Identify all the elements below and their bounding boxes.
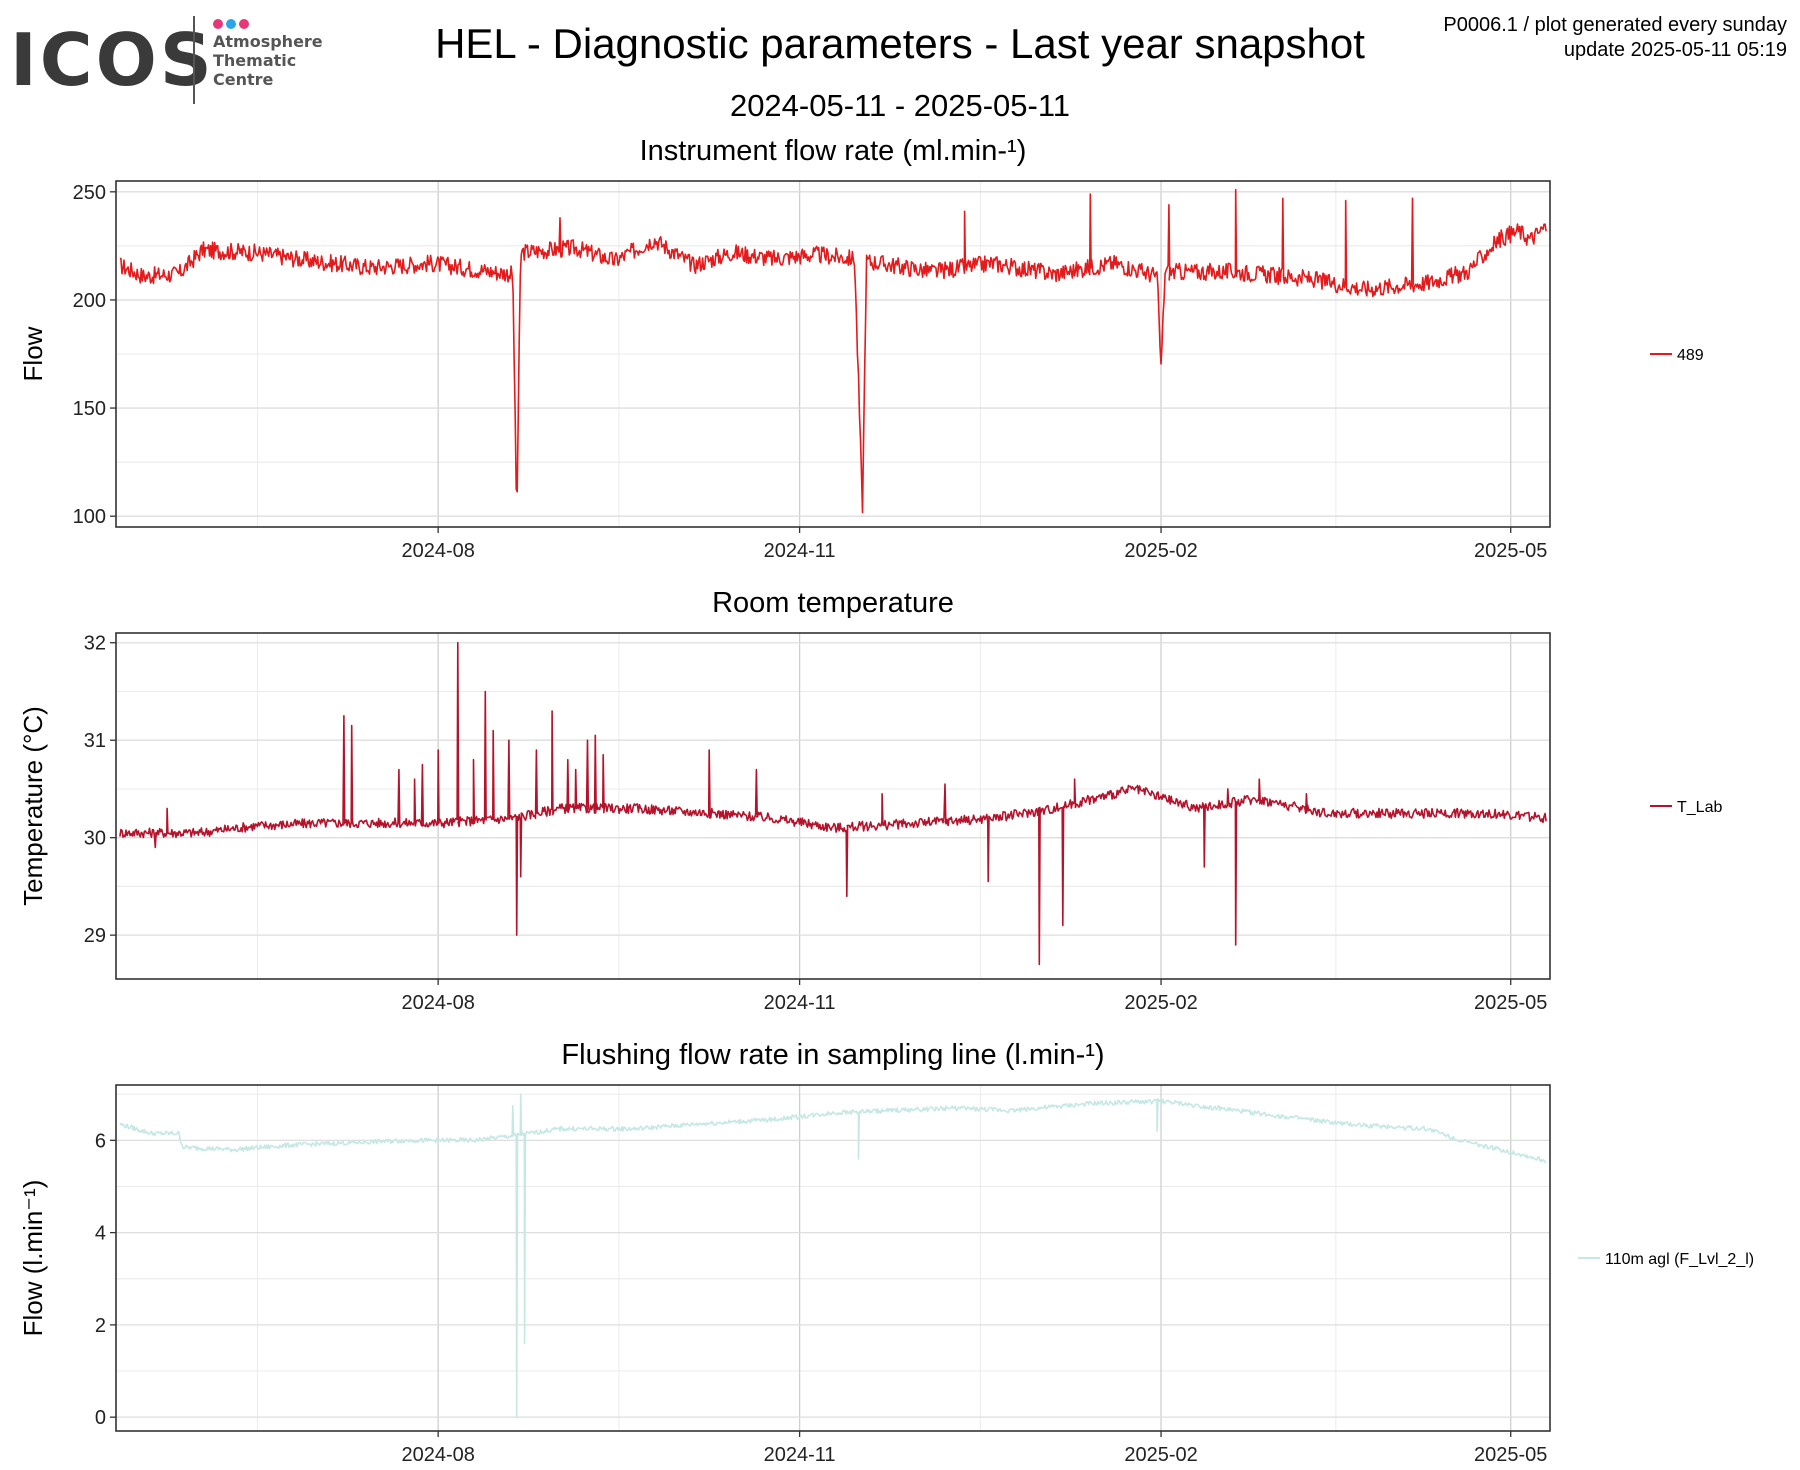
legend-label: 489 — [1677, 347, 1704, 364]
x-tick-label: 2024-11 — [764, 540, 836, 562]
y-tick-label: 32 — [84, 633, 106, 655]
chart-title: Instrument flow rate (ml.min-¹) — [640, 135, 1027, 167]
y-tick-label: 30 — [84, 828, 106, 850]
date-range: 2024-05-11 - 2025-05-11 — [729, 88, 1071, 123]
x-tick-label: 2024-11 — [764, 992, 836, 1014]
legend-label: 110m agl (F_Lvl_2_l) — [1605, 1251, 1754, 1268]
plot-id-line: P0006.1 / plot generated every sunday — [1443, 14, 1787, 36]
logo-line: Centre — [213, 70, 274, 89]
y-tick-label: 100 — [73, 506, 106, 528]
chart-panel: 110m agl (F_Lvl_2_l) 0 2 4 6 2024-08 2024-11 20… — [18, 1039, 1754, 1466]
y-axis-label: Flow (l.min⁻¹) — [18, 1180, 48, 1337]
series-line — [119, 641, 1547, 966]
x-tick-label: 2025-02 — [1124, 1444, 1197, 1466]
icos-logo: ICOS Atmosphere Thematic Centre — [10, 16, 340, 106]
update-line: update 2025-05-11 05:19 — [1563, 39, 1787, 61]
page-title: HEL - Diagnostic parameters - Last year … — [435, 20, 1365, 67]
logo-subtitle: Atmosphere Thematic Centre — [213, 32, 323, 89]
x-tick-label: 2025-02 — [1124, 992, 1197, 1014]
series-line — [119, 1093, 1547, 1418]
logo-line: Thematic — [213, 51, 297, 70]
logo-dot — [226, 19, 236, 29]
y-axis-label: Flow — [18, 326, 48, 381]
legend-label: T_Lab — [1677, 799, 1722, 816]
y-axis-label: Temperature (°C) — [18, 706, 48, 906]
y-tick-label: 0 — [95, 1407, 106, 1429]
y-tick-label: 150 — [73, 398, 106, 420]
panel-border — [115, 632, 1551, 980]
y-tick-label: 6 — [95, 1130, 106, 1152]
plot-meta: P0006.1 / plot generated every sunday up… — [1443, 13, 1787, 63]
x-tick-label: 2024-11 — [764, 1444, 836, 1466]
logo-divider — [193, 16, 195, 104]
chart-title: Room temperature — [712, 587, 954, 619]
logo-wordmark: ICOS — [10, 18, 215, 102]
x-tick-label: 2025-05 — [1474, 540, 1547, 562]
chart-panel: 489 100 150 200 250 2024-08 2024-11 2025-02 2025… — [18, 135, 1704, 562]
x-tick-label: 2024-08 — [401, 1444, 474, 1466]
chart-title: Flushing flow rate in sampling line (l.m… — [561, 1039, 1104, 1071]
y-tick-label: 31 — [84, 730, 106, 752]
x-tick-label: 2025-05 — [1474, 992, 1547, 1014]
x-tick-label: 2024-08 — [401, 540, 474, 562]
chart-panel: T_Lab 29 30 31 32 2024-08 2024-11 2025-02 2025-0… — [18, 587, 1722, 1014]
series-line — [119, 188, 1547, 514]
y-tick-label: 29 — [84, 925, 106, 947]
y-tick-label: 2 — [95, 1315, 106, 1337]
logo-line: Atmosphere — [213, 32, 323, 51]
x-tick-label: 2025-05 — [1474, 1444, 1547, 1466]
x-tick-label: 2025-02 — [1124, 540, 1197, 562]
y-tick-label: 4 — [95, 1223, 106, 1245]
y-tick-label: 200 — [73, 290, 106, 312]
y-tick-label: 250 — [73, 182, 106, 204]
x-tick-label: 2024-08 — [401, 992, 474, 1014]
panel-border — [115, 1084, 1551, 1432]
logo-dots — [213, 16, 252, 34]
panel-border — [115, 180, 1551, 528]
logo-dot — [213, 19, 223, 29]
logo-dot — [239, 19, 249, 29]
